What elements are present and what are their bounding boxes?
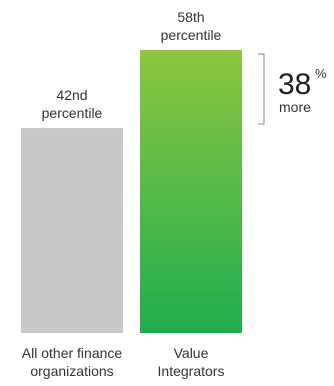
category-labels-group: All other finance organizations Value Integ… [22,345,225,379]
difference-unit: % [315,66,327,81]
value-label-line: 42nd [56,87,87,103]
difference-value: 38 [278,68,311,101]
value-label-line: percentile [42,105,103,121]
bar-all-other-finance-organizations [21,128,123,333]
category-label-line: organizations [30,363,113,379]
value-label-line: percentile [161,27,222,43]
value-labels-group: 42nd percentile 58th percentile [42,9,222,121]
category-label-line: Integrators [158,363,225,379]
category-label-line: All other finance [22,345,123,361]
value-label-line: 58th [177,9,204,25]
bars-group [21,50,242,333]
difference-annotation: 38 % more [258,53,327,125]
bar-value-integrators [140,50,242,333]
category-label-line: Value [174,345,209,361]
difference-bracket [258,53,265,125]
difference-label: more [279,99,311,115]
